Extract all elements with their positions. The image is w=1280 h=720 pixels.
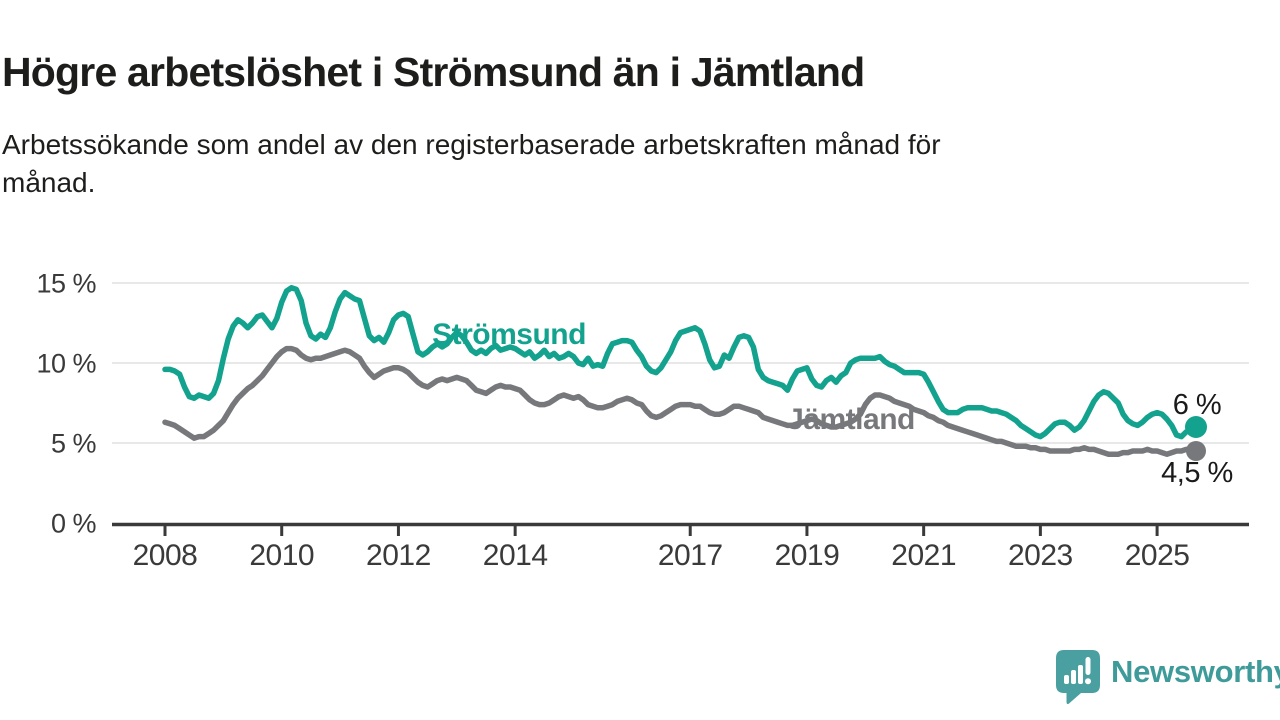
jamtland-end-value-label: 4,5 % <box>1161 457 1233 489</box>
newsworthy-logo: Newsworthy <box>1056 650 1280 704</box>
jamtland-series-label: Jämtland <box>787 403 915 436</box>
page-subtitle-line1: Arbetssökande som andel av den registerb… <box>2 129 941 160</box>
x-axis-label-2025: 2025 <box>1125 539 1190 572</box>
jamtland-end-dot <box>1186 441 1206 461</box>
y-axis-label-15: 15 % <box>36 269 96 299</box>
exclamation-bar <box>1085 657 1091 675</box>
page-subtitle: Arbetssökande som andel av den registerb… <box>2 126 941 202</box>
stromsund-end-value-label: 6 % <box>1173 389 1221 421</box>
exclamation-dot <box>1085 678 1091 685</box>
page-title: Högre arbetslöshet i Strömsund än i Jämt… <box>2 49 865 96</box>
jamtland-line <box>162 345 1199 457</box>
bar-chart-glyph <box>1064 657 1091 685</box>
x-axis-label-2014: 2014 <box>483 539 548 572</box>
x-axis-label-2019: 2019 <box>775 539 840 572</box>
x-axis-label-2017: 2017 <box>658 539 723 572</box>
x-axis-label-2008: 2008 <box>133 539 198 572</box>
stromsund-end-dot <box>1185 416 1207 438</box>
newsworthy-logo-icon <box>1056 650 1100 704</box>
y-axis-label-0: 0 % <box>51 509 97 539</box>
y-axis-label-10: 10 % <box>36 349 96 379</box>
x-axis-label-2021: 2021 <box>891 539 956 572</box>
stromsund-series-label: Strömsund <box>432 318 586 351</box>
x-axis-label-2010: 2010 <box>249 539 314 572</box>
newsworthy-logo-text: Newsworthy <box>1111 653 1280 689</box>
x-axis-label-2012: 2012 <box>366 539 431 572</box>
x-axis-label-2023: 2023 <box>1008 539 1073 572</box>
stromsund-line <box>162 285 1199 440</box>
page-subtitle-line2: månad. <box>2 167 96 198</box>
y-axis-label-5: 5 % <box>51 429 97 459</box>
